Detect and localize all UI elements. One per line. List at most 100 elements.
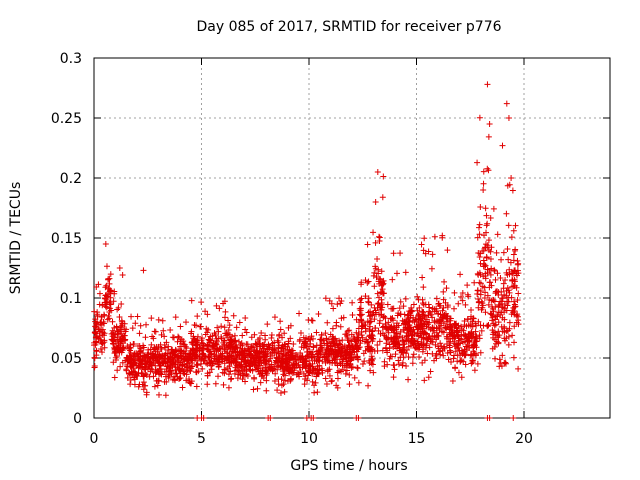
data-point <box>187 368 194 375</box>
data-point <box>135 383 142 390</box>
data-point <box>468 307 475 314</box>
data-point <box>482 205 489 212</box>
data-point <box>231 332 238 339</box>
data-point <box>506 289 513 296</box>
data-point <box>277 389 284 396</box>
data-point <box>420 284 427 291</box>
data-point <box>178 340 185 347</box>
data-point <box>357 299 364 306</box>
data-point <box>452 364 459 371</box>
data-point <box>479 300 486 307</box>
data-point <box>301 340 308 347</box>
data-point <box>496 363 503 370</box>
data-point <box>490 205 497 212</box>
peak-point <box>140 267 147 274</box>
data-point <box>440 344 447 351</box>
data-point <box>204 381 211 388</box>
data-point <box>124 363 131 370</box>
data-point <box>190 333 197 340</box>
data-point <box>446 338 453 345</box>
data-point <box>351 349 358 356</box>
data-point <box>425 308 432 315</box>
data-point <box>407 328 414 335</box>
data-point <box>212 331 219 338</box>
zero-point <box>200 415 207 421</box>
data-point <box>167 368 174 375</box>
data-point <box>284 346 291 353</box>
data-point <box>111 290 118 297</box>
data-point <box>385 319 392 326</box>
data-point <box>246 366 253 373</box>
data-point <box>488 311 495 318</box>
data-point <box>502 360 509 367</box>
data-point <box>468 351 475 358</box>
data-point <box>495 339 502 346</box>
data-point <box>513 272 520 279</box>
data-point <box>151 383 158 390</box>
data-point <box>511 267 518 274</box>
data-point <box>188 339 195 346</box>
data-point <box>333 382 340 389</box>
data-point <box>484 266 491 273</box>
data-point <box>188 378 195 385</box>
data-point <box>471 367 478 374</box>
data-point <box>509 332 516 339</box>
data-point <box>337 352 344 359</box>
data-point <box>476 114 483 121</box>
data-point <box>462 361 469 368</box>
data-point <box>141 352 148 359</box>
data-point <box>497 359 504 366</box>
data-point <box>296 310 303 317</box>
data-point <box>203 360 210 367</box>
peak-point <box>102 241 109 247</box>
data-point <box>204 361 211 368</box>
data-point <box>495 319 502 326</box>
data-point <box>500 249 507 256</box>
data-point <box>476 231 483 238</box>
data-point <box>318 332 325 339</box>
data-point <box>222 308 229 315</box>
data-point <box>236 319 243 326</box>
peak-point <box>499 142 506 149</box>
data-point <box>428 265 435 272</box>
data-point <box>336 367 343 374</box>
data-point <box>324 319 331 326</box>
data-point <box>493 249 500 256</box>
data-point <box>241 359 248 366</box>
data-point <box>310 365 317 372</box>
data-point <box>207 333 214 340</box>
data-point <box>477 287 484 294</box>
data-point <box>338 350 345 357</box>
data-point <box>326 297 333 304</box>
data-point <box>394 312 401 319</box>
data-point <box>247 363 254 370</box>
data-point <box>437 311 444 318</box>
data-point <box>142 364 149 371</box>
data-point <box>393 330 400 337</box>
data-point <box>276 332 283 339</box>
data-point <box>127 377 134 384</box>
peak-point <box>372 199 379 205</box>
data-point <box>449 377 456 384</box>
data-point <box>444 247 451 254</box>
data-point <box>419 348 426 355</box>
data-point <box>131 340 138 347</box>
data-point <box>483 254 490 261</box>
data-point <box>499 352 506 359</box>
data-point <box>454 327 461 334</box>
data-point <box>367 323 374 330</box>
data-point <box>271 349 278 356</box>
data-point <box>401 341 408 348</box>
data-point <box>384 361 391 368</box>
data-point <box>155 369 162 376</box>
data-point <box>296 338 303 345</box>
data-point <box>477 260 484 267</box>
data-point <box>300 370 307 377</box>
data-point <box>504 182 511 189</box>
data-point <box>328 378 335 385</box>
y-tick-label: 0.1 <box>60 291 82 307</box>
data-point <box>465 322 472 329</box>
data-point <box>100 332 107 339</box>
data-point <box>433 336 440 343</box>
data-point <box>277 326 284 333</box>
